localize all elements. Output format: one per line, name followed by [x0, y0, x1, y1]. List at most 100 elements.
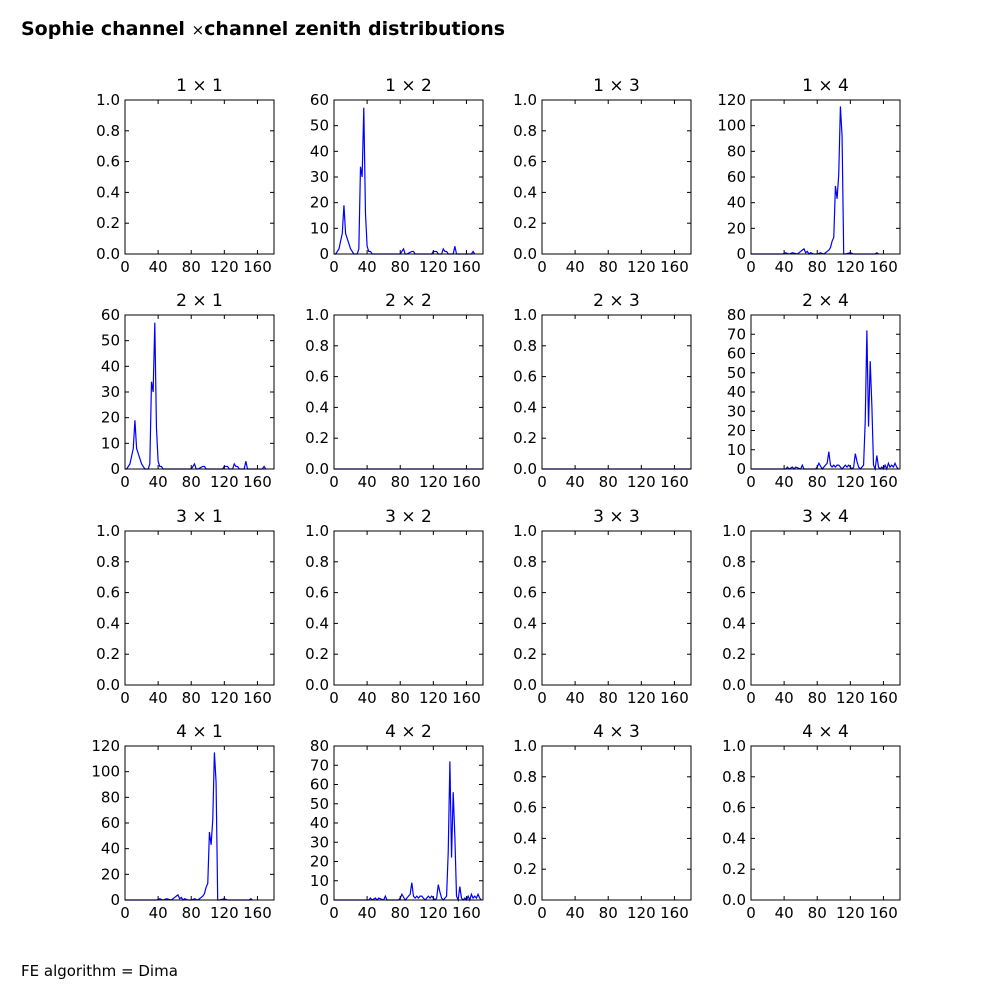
x-tick-label: 0	[120, 258, 130, 276]
y-tick-label: 1.0	[96, 522, 120, 540]
subplot-2-3: 0 40 80 120 160 0.0 0.2 0.4 0.6 0.8 1.0 2 × 3	[513, 291, 692, 491]
y-tick-label: 0	[736, 460, 746, 478]
x-tick-label: 40	[149, 473, 168, 491]
x-tick-label: 160	[452, 258, 481, 276]
subplot-4-3: 0 40 80 120 160 0.0 0.2 0.4 0.6 0.8 1.0 4 × 3	[513, 722, 692, 922]
y-tick-label: 0.4	[96, 614, 120, 632]
x-tick-label: 0	[537, 689, 547, 707]
y-tick-label: 20	[101, 865, 120, 883]
axes-frame	[750, 745, 901, 901]
series-line	[751, 106, 879, 255]
y-tick-label: 20	[310, 853, 329, 871]
axes-frame	[333, 745, 484, 901]
x-tick-label: 120	[419, 689, 448, 707]
y-tick-label: 0.2	[96, 214, 120, 232]
x-tick-label: 160	[243, 904, 272, 922]
axes-frame	[541, 99, 692, 255]
x-tick-label: 80	[182, 904, 201, 922]
y-tick-label: 40	[727, 194, 746, 212]
x-tick-label: 160	[243, 258, 272, 276]
subplot-title: 3 × 1	[176, 507, 223, 527]
x-tick-label: 80	[391, 689, 410, 707]
x-tick-label: 160	[452, 689, 481, 707]
y-tick-label: 0.0	[96, 676, 120, 694]
y-tick-label: 0.4	[513, 398, 537, 416]
y-tick-label: 1.0	[513, 306, 537, 324]
subplot-title: 4 × 4	[802, 722, 849, 742]
x-tick-label: 40	[358, 473, 377, 491]
x-tick-label: 80	[599, 258, 618, 276]
x-tick-label: 80	[599, 473, 618, 491]
y-tick-label: 0	[319, 245, 329, 263]
y-tick-label: 0.0	[513, 245, 537, 263]
y-tick-label: 0.8	[722, 553, 746, 571]
x-tick-label: 120	[836, 258, 865, 276]
y-tick-label: 0.8	[513, 768, 537, 786]
x-tick-label: 0	[329, 904, 339, 922]
series-line	[125, 752, 253, 901]
x-tick-label: 120	[836, 689, 865, 707]
y-tick-label: 40	[101, 357, 120, 375]
y-tick-label: 40	[310, 814, 329, 832]
y-tick-label: 10	[310, 872, 329, 890]
x-tick-label: 120	[210, 473, 239, 491]
x-tick-label: 40	[566, 258, 585, 276]
y-tick-label: 0.0	[305, 460, 329, 478]
figure-title-symbol: ×	[191, 21, 205, 39]
series-line	[334, 761, 482, 903]
x-tick-label: 40	[775, 473, 794, 491]
axes-frame	[541, 530, 692, 686]
y-tick-label: 1.0	[513, 91, 537, 109]
y-tick-label: 0.6	[722, 799, 746, 817]
axes-frame	[124, 99, 275, 255]
x-tick-label: 0	[746, 689, 756, 707]
subplot-2-1: 0 40 80 120 160 0 10 20 30 40 50 60 2 × 1	[101, 291, 275, 491]
y-tick-label: 60	[101, 306, 120, 324]
y-tick-label: 0.8	[513, 337, 537, 355]
subplot-1-3: 0 40 80 120 160 0.0 0.2 0.4 0.6 0.8 1.0 1 × 3	[513, 76, 692, 276]
y-tick-label: 100	[717, 117, 746, 135]
series-line	[125, 322, 267, 470]
x-tick-label: 80	[808, 258, 827, 276]
x-tick-label: 0	[120, 904, 130, 922]
y-tick-label: 60	[310, 776, 329, 794]
y-tick-label: 60	[310, 91, 329, 109]
x-tick-label: 0	[746, 473, 756, 491]
y-tick-label: 1.0	[722, 737, 746, 755]
x-tick-label: 120	[627, 689, 656, 707]
x-tick-label: 40	[775, 689, 794, 707]
x-tick-label: 80	[391, 473, 410, 491]
y-tick-label: 0.2	[513, 860, 537, 878]
y-tick-label: 60	[727, 168, 746, 186]
series-line	[334, 107, 476, 255]
x-tick-label: 80	[808, 689, 827, 707]
x-tick-label: 40	[358, 689, 377, 707]
footer-note: FE algorithm = Dima	[21, 962, 178, 980]
y-tick-label: 1.0	[722, 522, 746, 540]
x-tick-label: 120	[210, 689, 239, 707]
x-tick-label: 80	[808, 904, 827, 922]
x-tick-label: 160	[869, 904, 898, 922]
subplot-title: 3 × 3	[593, 507, 640, 527]
subplot-title: 1 × 2	[385, 76, 432, 96]
x-tick-label: 120	[210, 904, 239, 922]
x-tick-label: 80	[808, 473, 827, 491]
axes-frame	[333, 314, 484, 470]
y-tick-label: 70	[310, 756, 329, 774]
y-tick-label: 0.2	[305, 645, 329, 663]
x-tick-label: 160	[869, 689, 898, 707]
y-tick-label: 0.4	[513, 829, 537, 847]
y-tick-label: 0.2	[722, 645, 746, 663]
y-tick-label: 0.4	[513, 183, 537, 201]
y-tick-label: 0.0	[513, 460, 537, 478]
x-tick-label: 40	[149, 904, 168, 922]
x-tick-label: 40	[566, 473, 585, 491]
x-tick-label: 120	[627, 904, 656, 922]
x-tick-label: 160	[660, 258, 689, 276]
y-tick-label: 0.4	[305, 398, 329, 416]
x-tick-label: 120	[419, 473, 448, 491]
y-tick-label: 0.8	[513, 122, 537, 140]
figure-title-prefix: Sophie channel	[21, 18, 185, 40]
